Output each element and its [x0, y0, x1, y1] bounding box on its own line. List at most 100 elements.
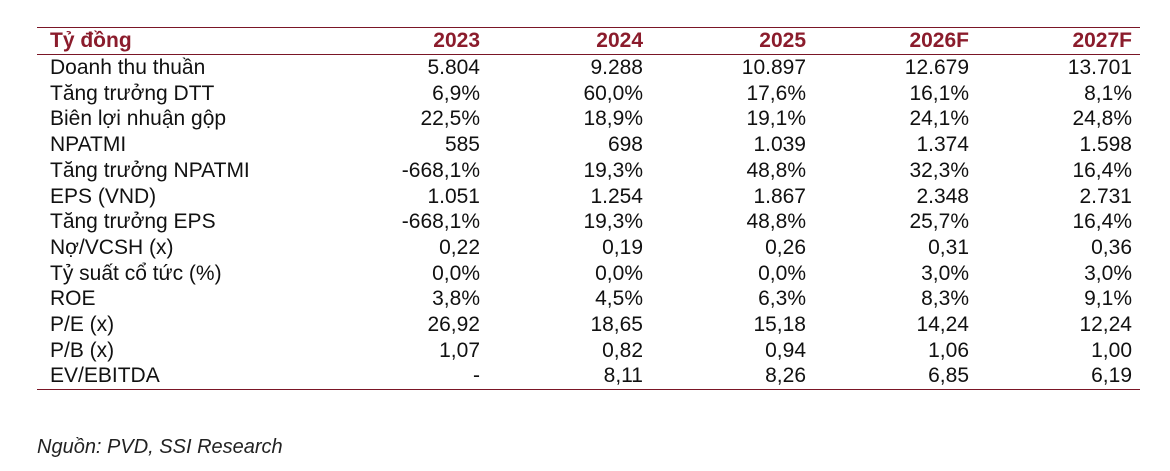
table-row: Tăng trưởng EPS -668,1% 19,3% 48,8% 25,7% 16,…	[37, 209, 1140, 235]
value-cell: 10.897	[741, 56, 806, 79]
value-cell: 16,4%	[1072, 158, 1132, 182]
value-cell: 1.039	[753, 133, 806, 157]
value-cell: 1.598	[1079, 133, 1132, 157]
table-row: Tăng trưởng NPATMI -668,1% 19,3% 48,8% 32,3%…	[37, 158, 1140, 184]
value-cell: 9.288	[590, 56, 643, 79]
header-cell: Tỷ đồng	[37, 27, 325, 55]
header-cell: 2024	[488, 27, 651, 55]
value-cell: 24,1%	[909, 107, 969, 131]
value-cell: 2.731	[1079, 184, 1132, 208]
value-cell: 1.254	[590, 184, 643, 208]
value-cell: 0,0%	[432, 261, 480, 285]
header-cell: 2027F	[977, 27, 1140, 55]
value-cell: 6,85	[814, 363, 977, 391]
row-label: EV/EBITDA	[37, 363, 325, 391]
value-cell: -668,1%	[401, 158, 480, 182]
value-cell: 8,11	[488, 363, 651, 391]
value-cell: 6,3%	[758, 287, 806, 311]
table-row: EV/EBITDA -8,11 8,26 6,85 6,19	[37, 363, 1140, 391]
value-cell: 0,31	[928, 235, 969, 259]
value-cell: 6,19	[977, 363, 1140, 391]
value-cell: -668,1%	[401, 210, 480, 234]
value-cell: 4,5%	[595, 287, 643, 311]
source-note: Nguồn: PVD, SSI Research	[37, 436, 283, 458]
value-cell: 0,94	[765, 338, 806, 362]
financial-table: Tỷ đồng 2023 2024 2025 2026F 2027F Doanh thu …	[37, 27, 1140, 391]
value-cell: 18,9%	[583, 107, 643, 131]
value-cell: 16,1%	[909, 81, 969, 105]
table-row: P/B (x) 1,07 0,82 0,94 1,06 1,00	[37, 338, 1140, 364]
value-cell: 1,00	[1091, 338, 1132, 362]
value-cell: 19,3%	[583, 210, 643, 234]
value-cell: 9,1%	[1084, 287, 1132, 311]
row-label: Biên lợi nhuận gộp	[50, 107, 227, 131]
row-label: Nợ/VCSH (x)	[50, 235, 174, 259]
table-row: Tăng trưởng DTT 6,9% 60,0% 17,6% 16,1% 8,1%	[37, 81, 1140, 107]
row-label: P/B (x)	[50, 338, 115, 362]
value-cell: 19,1%	[746, 107, 806, 131]
value-cell: 1,07	[439, 338, 480, 362]
value-cell: 17,6%	[746, 81, 806, 105]
value-cell: 0,26	[765, 235, 806, 259]
value-cell: 8,3%	[921, 287, 969, 311]
header-cell: 2026F	[814, 27, 977, 55]
value-cell: 48,8%	[746, 210, 806, 234]
row-label: Tăng trưởng NPATMI	[50, 158, 250, 182]
value-cell: 8,1%	[1084, 81, 1132, 105]
row-label: NPATMI	[50, 133, 127, 157]
value-cell: 14,24	[916, 313, 969, 337]
header-row: Tỷ đồng 2023 2024 2025 2026F 2027F	[37, 27, 1140, 55]
table-row: Tỷ suất cổ tức (%) 0,0% 0,0% 0,0% 3,0% 3,0%	[37, 261, 1140, 287]
row-label: ROE	[50, 287, 96, 311]
value-cell: 24,8%	[1072, 107, 1132, 131]
value-cell: 25,7%	[909, 210, 969, 234]
value-cell: 3,8%	[432, 287, 480, 311]
value-cell: 3,0%	[1084, 261, 1132, 285]
value-cell: 16,4%	[1072, 210, 1132, 234]
row-label: Tăng trưởng EPS	[50, 210, 216, 234]
value-cell: 12,24	[1079, 313, 1132, 337]
header-cell: 2023	[325, 27, 488, 55]
value-cell: 0,0%	[595, 261, 643, 285]
value-cell: 18,65	[590, 313, 643, 337]
value-cell: 12.679	[904, 56, 969, 79]
value-cell: 0,22	[439, 235, 480, 259]
value-cell: 0,19	[602, 235, 643, 259]
value-cell: 60,0%	[583, 81, 643, 105]
row-label: EPS (VND)	[50, 184, 157, 208]
value-cell: 1.051	[427, 184, 480, 208]
table-container: Tỷ đồng 2023 2024 2025 2026F 2027F Doanh thu …	[37, 27, 1140, 391]
value-cell: 22,5%	[420, 107, 480, 131]
value-cell: 698	[607, 133, 643, 157]
value-cell: 0,82	[602, 338, 643, 362]
value-cell: 2.348	[916, 184, 969, 208]
table-body: Doanh thu thuần 5.804 9.288 10.897 12.679 13.…	[37, 55, 1140, 391]
row-label: Tỷ suất cổ tức (%)	[50, 261, 222, 285]
value-cell: 19,3%	[583, 158, 643, 182]
table-row: NPATMI 585 698 1.039 1.374 1.598	[37, 132, 1140, 158]
table-row: P/E (x) 26,92 18,65 15,18 14,24 12,24	[37, 312, 1140, 338]
value-cell: 48,8%	[746, 158, 806, 182]
header-cell: 2025	[651, 27, 814, 55]
table-row: Nợ/VCSH (x) 0,22 0,19 0,26 0,31 0,36	[37, 235, 1140, 261]
value-cell: 8,26	[651, 363, 814, 391]
value-cell: 1.867	[753, 184, 806, 208]
table-row: ROE 3,8% 4,5% 6,3% 8,3% 9,1%	[37, 286, 1140, 312]
value-cell: 5.804	[427, 56, 480, 79]
row-label: Tăng trưởng DTT	[50, 81, 215, 105]
table-row: Biên lợi nhuận gộp 22,5% 18,9% 19,1% 24,1% 24…	[37, 106, 1140, 132]
value-cell: 3,0%	[921, 261, 969, 285]
value-cell: 1,06	[928, 338, 969, 362]
value-cell: 0,0%	[758, 261, 806, 285]
value-cell: 26,92	[427, 313, 480, 337]
row-label: P/E (x)	[50, 313, 115, 337]
value-cell: 1.374	[916, 133, 969, 157]
row-label: Doanh thu thuần	[50, 56, 206, 79]
value-cell: 15,18	[753, 313, 806, 337]
table-row: EPS (VND) 1.051 1.254 1.867 2.348 2.731	[37, 184, 1140, 210]
value-cell: 6,9%	[432, 81, 480, 105]
value-cell: -	[325, 363, 488, 391]
value-cell: 585	[444, 133, 480, 157]
value-cell: 0,36	[1091, 235, 1132, 259]
